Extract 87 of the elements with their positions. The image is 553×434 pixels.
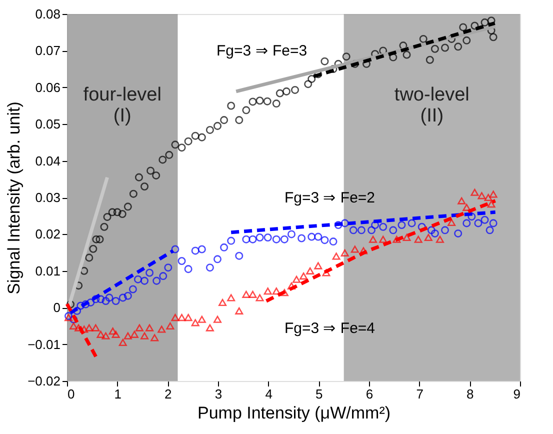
y-tick-label: −0.01 (28, 336, 60, 352)
point (158, 326, 166, 333)
point (96, 330, 105, 338)
point (171, 314, 180, 322)
point (340, 249, 349, 256)
text: (II) (420, 106, 444, 127)
text: two-level (394, 84, 470, 106)
point (198, 316, 206, 323)
y-tick-label: 0.01 (35, 263, 60, 278)
point (178, 314, 186, 322)
point (112, 330, 120, 338)
x-tick-label: 9 (513, 386, 520, 402)
point (458, 197, 466, 204)
point (272, 288, 280, 295)
point (218, 298, 227, 306)
point (470, 188, 479, 196)
point (314, 262, 322, 270)
text: four-level (83, 84, 162, 106)
point (102, 332, 110, 340)
point (227, 294, 236, 302)
point (213, 316, 222, 323)
point (306, 267, 314, 274)
point (264, 288, 272, 295)
point (135, 324, 144, 332)
point (292, 276, 301, 283)
point (300, 272, 308, 280)
point (462, 204, 471, 211)
y-tick-label: 0.05 (35, 116, 60, 132)
point (322, 269, 330, 276)
x-tick-label: 1 (114, 386, 122, 402)
y-tick-label: 0.07 (35, 43, 60, 58)
point (424, 234, 432, 242)
x-tick-label: 0 (68, 386, 75, 402)
point (85, 324, 94, 332)
point (332, 252, 340, 260)
y-tick-label: 0.06 (35, 80, 60, 95)
y-tick-label: −0.02 (28, 374, 60, 388)
x-tick-label: 5 (316, 386, 323, 402)
text: (I) (113, 106, 132, 127)
point (392, 236, 401, 243)
y-tick-label: 0 (53, 300, 60, 316)
point (80, 326, 88, 333)
point (150, 334, 159, 342)
x-tick-label: 4 (265, 386, 272, 402)
point (280, 289, 288, 296)
point (130, 330, 138, 338)
point (487, 200, 496, 208)
point (118, 338, 127, 346)
annotation: Fg=3 ⇒ Fe=3 (216, 42, 308, 60)
y-axis-title: Signal Intensity (arb. unit) (4, 102, 24, 294)
y-tick-label: 0.04 (35, 153, 60, 168)
x-tick-label: 8 (466, 386, 474, 402)
point (402, 234, 411, 242)
point (108, 328, 117, 335)
point (287, 282, 296, 290)
point (489, 190, 498, 198)
point (350, 246, 359, 253)
point (369, 236, 378, 243)
point (414, 236, 422, 243)
point (235, 307, 244, 314)
point (140, 332, 149, 340)
point (166, 322, 174, 330)
x-tick-label: 3 (214, 386, 222, 402)
x-tick-label: 6 (366, 386, 374, 402)
x-tick-label: 2 (164, 386, 172, 402)
point (184, 314, 192, 322)
point (436, 236, 444, 243)
point (484, 194, 492, 202)
point (206, 324, 214, 332)
annotation: Fg=3 ⇒ Fe=2 (284, 190, 376, 206)
point (248, 290, 257, 298)
y-tick-label: 0.08 (35, 6, 60, 22)
x-axis-title: Pump Intensity (μW/mm²) (197, 404, 391, 422)
annotation: Fg=3 ⇒ Fe=4 (284, 320, 376, 337)
point (478, 192, 486, 200)
point (92, 324, 100, 332)
y-tick-label: 0.03 (35, 190, 60, 205)
point (448, 218, 456, 226)
point (242, 290, 250, 298)
x-tick-label: 7 (416, 386, 424, 402)
point (379, 236, 388, 243)
y-tick-label: 0.02 (35, 226, 60, 242)
point (124, 332, 132, 340)
point (70, 322, 78, 330)
point (146, 324, 154, 332)
point (191, 319, 200, 326)
point (256, 294, 264, 302)
